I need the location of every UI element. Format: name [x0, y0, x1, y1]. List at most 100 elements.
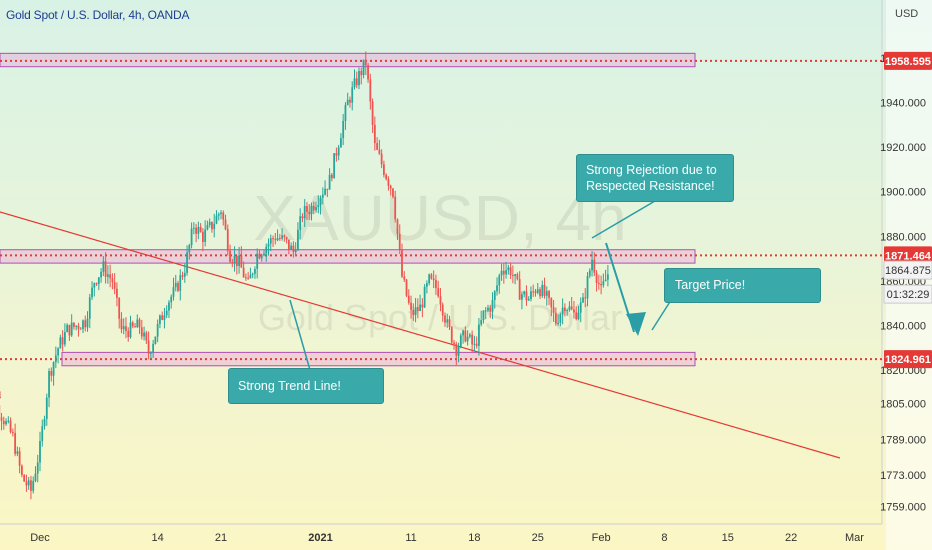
candle-body — [437, 288, 440, 297]
candle-body — [310, 205, 313, 215]
currency-label[interactable]: USD — [895, 8, 919, 20]
candle-body — [394, 196, 397, 220]
candle-body — [319, 197, 322, 206]
callout-rejection-line1: Strong Rejection due to — [586, 163, 717, 177]
candle-body — [254, 268, 256, 274]
candle-body — [604, 279, 607, 282]
candle-body — [195, 227, 198, 234]
candle-body — [482, 310, 485, 321]
candle-body — [385, 174, 388, 179]
candle-body — [25, 481, 28, 486]
pointer-rejection — [591, 197, 661, 239]
candle-body — [423, 286, 426, 308]
candle-body — [222, 212, 225, 220]
candle-body — [484, 310, 487, 312]
candle-body — [489, 307, 492, 312]
candle-body — [383, 164, 385, 175]
price-badge — [884, 51, 932, 70]
candle-body — [378, 149, 381, 154]
candle-body — [285, 237, 288, 240]
candle-body — [459, 335, 462, 347]
price-tick-label: 1840.000 — [880, 321, 926, 333]
candle-body — [244, 277, 247, 279]
price-badge-label: 1824.961 — [885, 354, 931, 366]
time-tick-label: 2021 — [308, 532, 332, 544]
price-tick-label: 1789.000 — [880, 434, 926, 446]
candle-body — [104, 261, 107, 277]
candle-body — [340, 138, 342, 148]
candle-body — [161, 315, 164, 320]
candle-body — [292, 245, 295, 253]
candle-body — [86, 318, 89, 328]
candle-body — [276, 238, 279, 241]
candle-body — [272, 238, 274, 240]
candle-body — [299, 216, 302, 230]
callout-target[interactable]: Target Price! — [664, 268, 821, 303]
candle-body — [220, 212, 222, 215]
candle-body — [586, 275, 589, 299]
candle-body — [444, 315, 446, 323]
candle-body — [97, 277, 100, 285]
candle-body — [344, 105, 347, 121]
candle-body — [317, 205, 320, 208]
candle-body — [91, 287, 93, 298]
candle-body — [362, 59, 365, 76]
candle-body — [39, 441, 41, 463]
candle-body — [355, 78, 358, 86]
price-badge — [884, 246, 932, 265]
candle-body — [186, 252, 188, 273]
candle-body — [156, 324, 159, 337]
candle-body — [539, 289, 541, 297]
candle-body — [251, 273, 254, 275]
price-tick-label: 1900.000 — [880, 187, 926, 199]
candle-body — [0, 397, 1, 399]
candle-body — [125, 326, 127, 331]
candle-body — [369, 79, 372, 102]
candle-body — [543, 284, 546, 296]
candle-body — [242, 267, 245, 278]
price-badge-label: 1864.875 — [885, 265, 931, 277]
candle-body — [59, 337, 62, 349]
candle-body — [9, 420, 12, 432]
arrows — [289, 197, 681, 371]
candle-body — [419, 304, 421, 312]
candle-body — [593, 259, 596, 273]
trend-line — [0, 211, 841, 459]
candle-body — [278, 238, 281, 240]
candle-body — [525, 291, 528, 301]
candle-body — [498, 275, 501, 286]
candle-body — [591, 259, 593, 271]
candle-body — [425, 283, 428, 287]
candle-body — [550, 297, 553, 308]
candle-body — [554, 312, 557, 324]
candle-body — [405, 279, 408, 296]
candle-body — [559, 314, 562, 323]
candle-body — [122, 326, 125, 330]
candle-body — [267, 243, 270, 247]
candle-body — [509, 267, 512, 275]
candle-body — [328, 174, 331, 190]
candle-body — [265, 246, 268, 254]
candle-body — [63, 332, 66, 345]
candle-body — [147, 340, 150, 354]
time-tick-label: 15 — [722, 532, 734, 544]
callout-rejection[interactable]: Strong Rejection due to Respected Resist… — [576, 154, 734, 202]
candle-body — [428, 274, 431, 284]
candle-body — [204, 229, 207, 242]
candle-body — [548, 291, 550, 298]
candle-body — [54, 355, 57, 363]
candle-body — [523, 291, 526, 295]
candle-body — [588, 270, 591, 276]
candle-body — [11, 431, 14, 433]
candle-body — [61, 337, 64, 345]
candle-body — [224, 219, 227, 230]
candle-body — [154, 336, 157, 345]
candle-body — [2, 420, 5, 425]
candle-body — [168, 302, 170, 311]
candle-body — [287, 239, 290, 250]
candle-body — [0, 417, 3, 421]
candle-body — [36, 462, 39, 474]
callout-trend[interactable]: Strong Trend Line! — [228, 368, 384, 404]
